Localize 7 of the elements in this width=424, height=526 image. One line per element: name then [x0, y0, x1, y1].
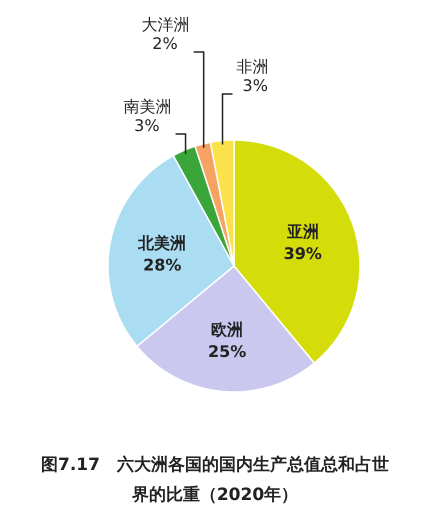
data-label: 3% — [242, 76, 268, 95]
data-label: 3% — [134, 116, 160, 135]
slice-label: 大洋洲 — [142, 15, 190, 34]
slice-label: 非洲 — [236, 57, 269, 76]
data-label: 2% — [152, 34, 178, 53]
slice-label: 南美洲 — [124, 97, 172, 116]
title: 图7.17 六大洲各国的国内生产总值总和占世界的比重（2020年） — [40, 454, 390, 507]
